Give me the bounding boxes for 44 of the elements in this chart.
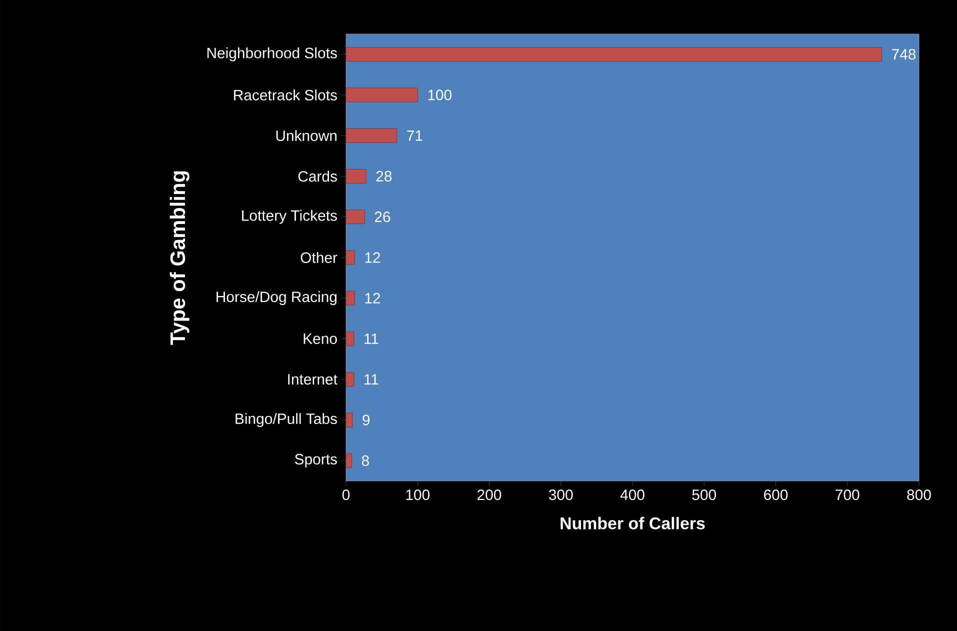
- x-tick-label: 800: [907, 490, 931, 500]
- data-label: 8: [362, 455, 369, 466]
- y-tick-label: Neighborhood Slots: [207, 47, 337, 62]
- x-tick-label: 300: [548, 490, 573, 500]
- bar: [346, 210, 365, 224]
- data-label: 11: [364, 334, 378, 344]
- data-label: 100: [428, 90, 452, 100]
- bar: [346, 412, 353, 428]
- data-label: 9: [362, 414, 370, 426]
- data-label: 26: [374, 212, 390, 222]
- x-tick-label: 700: [836, 490, 860, 500]
- bar: [346, 250, 355, 265]
- x-tick-label: 200: [478, 490, 502, 500]
- data-label: 11: [364, 374, 378, 385]
- y-tick-label: Other: [300, 252, 338, 263]
- y-tick-label: Lottery Tickets: [242, 210, 337, 224]
- bar: [346, 88, 418, 102]
- data-label: 12: [365, 252, 380, 263]
- bar: [346, 290, 355, 306]
- x-tick-label: 500: [692, 490, 716, 500]
- y-tick-label: Horse/Dog Racing: [216, 291, 336, 306]
- x-tick-label: 400: [620, 490, 644, 500]
- data-label: 748: [892, 49, 916, 60]
- y-tick-label: Unknown: [276, 130, 337, 142]
- bar: [346, 47, 882, 62]
- bar: [346, 372, 354, 387]
- y-tick-label: Racetrack Slots: [234, 89, 337, 100]
- y-tick-label: Sports: [294, 454, 337, 468]
- x-axis-title: Number of Callers: [560, 516, 705, 530]
- data-label: 28: [376, 170, 392, 182]
- bar: [346, 128, 398, 143]
- y-tick-label: Internet: [288, 374, 338, 385]
- y-tick-label: Bingo/Pull Tabs: [236, 413, 337, 427]
- y-axis-title: Type of Gambling: [170, 171, 190, 345]
- x-tick-label: 0: [342, 490, 350, 500]
- bar: [346, 169, 366, 184]
- y-tick-label: Keno: [304, 334, 337, 344]
- bar: [346, 453, 352, 468]
- data-label: 12: [365, 292, 380, 304]
- x-tick-label: 100: [406, 490, 430, 500]
- x-tick-label: 600: [764, 490, 788, 500]
- bar: [346, 332, 354, 346]
- data-label: 71: [407, 130, 422, 141]
- y-tick-label: Cards: [298, 170, 337, 182]
